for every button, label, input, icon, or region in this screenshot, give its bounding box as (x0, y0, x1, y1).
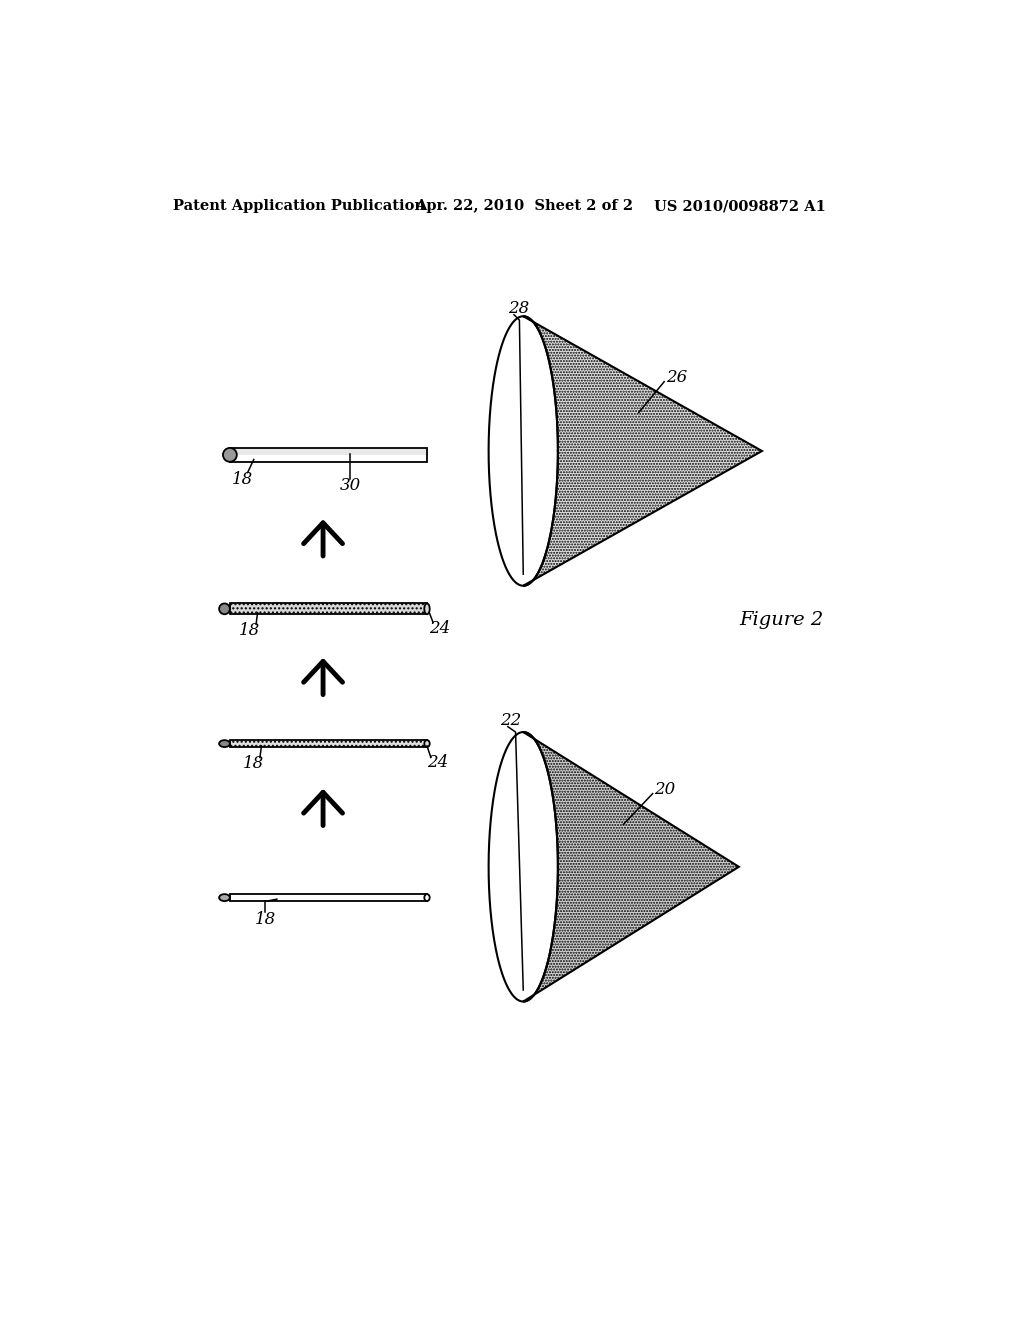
Text: 20: 20 (654, 781, 676, 799)
Polygon shape (523, 733, 739, 1002)
Text: 18: 18 (231, 471, 253, 488)
Text: 28: 28 (508, 300, 529, 317)
Text: Patent Application Publication: Patent Application Publication (173, 199, 425, 213)
Ellipse shape (223, 447, 237, 462)
Bar (230, 447, 427, 455)
Ellipse shape (424, 894, 430, 902)
Bar (230, 741, 427, 747)
Ellipse shape (219, 894, 230, 902)
Text: 18: 18 (255, 911, 275, 928)
Text: 26: 26 (666, 370, 687, 387)
Text: US 2010/0098872 A1: US 2010/0098872 A1 (654, 199, 826, 213)
Ellipse shape (424, 603, 430, 614)
Text: 18: 18 (243, 755, 264, 772)
Bar (230, 894, 427, 902)
Ellipse shape (219, 741, 230, 747)
Text: 24: 24 (427, 754, 449, 771)
Text: 18: 18 (240, 622, 260, 639)
Bar (230, 447, 427, 462)
Ellipse shape (424, 741, 430, 747)
Text: 30: 30 (339, 477, 360, 494)
Polygon shape (523, 317, 762, 586)
Text: 22: 22 (500, 711, 521, 729)
Text: 24: 24 (429, 619, 451, 636)
Ellipse shape (219, 603, 230, 614)
Bar (230, 603, 427, 614)
Text: Figure 2: Figure 2 (739, 611, 823, 630)
Text: Apr. 22, 2010  Sheet 2 of 2: Apr. 22, 2010 Sheet 2 of 2 (416, 199, 634, 213)
Bar (230, 455, 427, 462)
